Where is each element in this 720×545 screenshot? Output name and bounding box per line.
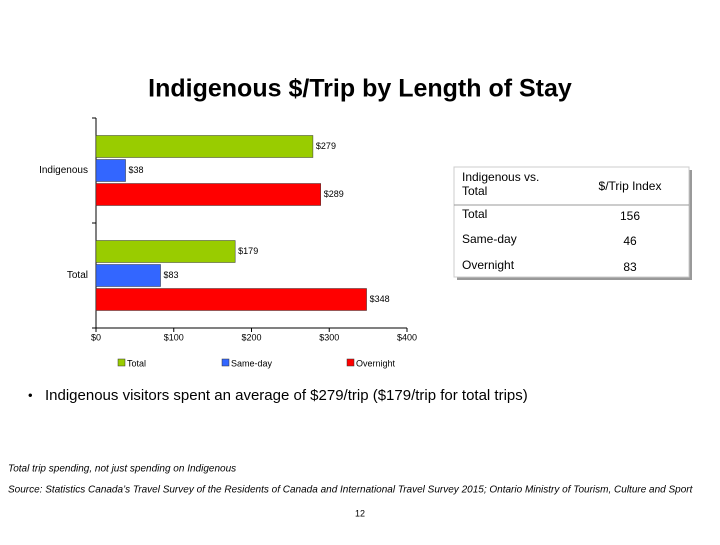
- table-header: $/Trip Index: [599, 179, 662, 193]
- x-tick-label: $100: [164, 332, 184, 342]
- legend-swatch: [346, 358, 355, 367]
- value-label: $38: [129, 165, 144, 175]
- legend-swatch: [221, 358, 230, 367]
- table-header: Indigenous vs.: [462, 170, 539, 184]
- x-tick-label: $400: [397, 332, 417, 342]
- table-header: Indigenous vs. Total: [462, 170, 539, 198]
- x-tick-label: $0: [91, 332, 101, 342]
- y-tick-label: Total: [67, 270, 88, 281]
- bar: [95, 159, 126, 182]
- value-label: $179: [238, 246, 258, 256]
- legend-swatch: [117, 358, 126, 367]
- bar: [95, 288, 367, 311]
- table-header: Total: [462, 184, 487, 198]
- bar: [95, 183, 321, 206]
- bar: [95, 240, 236, 263]
- y-tick-label: Indigenous: [39, 165, 88, 176]
- legend-label: Same-day: [231, 358, 273, 368]
- bullet-text: Indigenous visitors spent an average of …: [45, 387, 528, 404]
- value-label: $289: [324, 189, 344, 199]
- value-label: $279: [316, 141, 336, 151]
- bullet-dot: •: [28, 387, 33, 402]
- legend-label: Overnight: [356, 358, 396, 368]
- legend-label: Total: [127, 358, 146, 368]
- table-cell: 83: [623, 260, 637, 274]
- table-cell: Total: [462, 207, 487, 221]
- footnote: Total trip spending, not just spending o…: [8, 464, 236, 475]
- table-cell: Overnight: [462, 258, 515, 272]
- bar: [95, 135, 314, 158]
- table: [453, 166, 690, 278]
- x-tick-label: $200: [241, 332, 261, 342]
- value-label: $83: [164, 270, 179, 280]
- table-cell: Same-day: [462, 232, 517, 246]
- source: Source: Statistics Canada’s Travel Surve…: [8, 485, 694, 496]
- chart-title: Indigenous $/Trip by Length of Stay: [148, 75, 572, 103]
- value-label: $348: [370, 294, 390, 304]
- page-number: 12: [355, 508, 365, 518]
- bar: [95, 264, 161, 287]
- x-tick-label: $300: [319, 332, 339, 342]
- table-cell: 156: [620, 209, 640, 223]
- table-cell: 46: [623, 234, 637, 248]
